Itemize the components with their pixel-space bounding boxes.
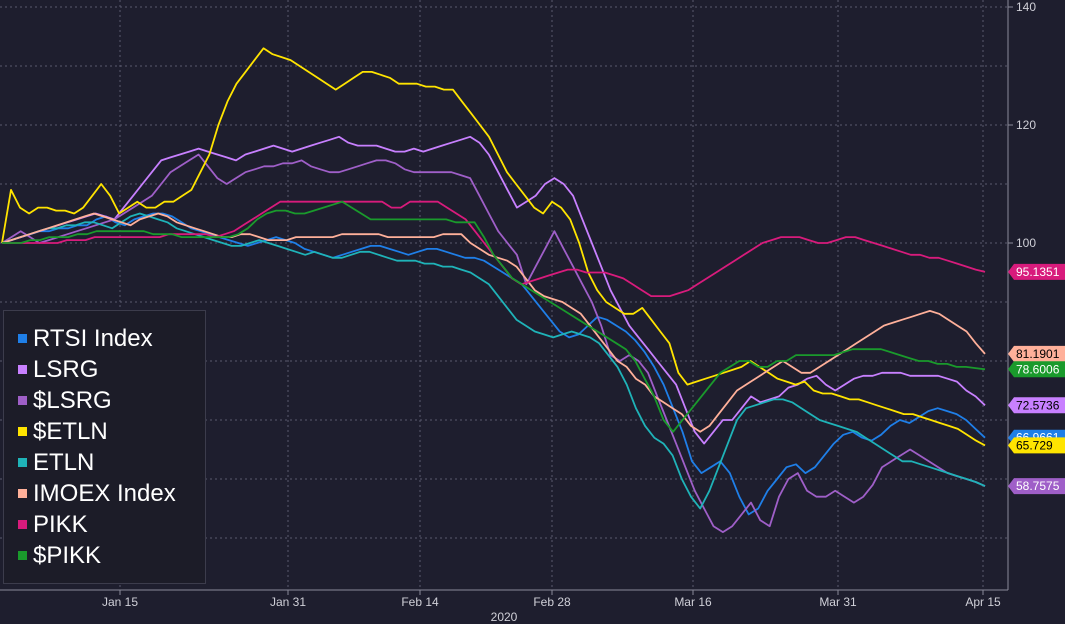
legend-swatch: [18, 334, 27, 343]
legend-swatch: [18, 427, 27, 436]
series-layer: [1, 47, 986, 533]
series-line--etln: [1, 47, 986, 447]
legend-item: PIKK: [18, 509, 205, 540]
legend: RTSI Index LSRG $LSRG $ETLN ETLN IMOEX Index P…: [3, 310, 206, 584]
end-value-tag-bg: [1008, 437, 1065, 454]
x-tick-label: Jan 31: [270, 595, 306, 609]
end-value-tag-bg: [1008, 397, 1065, 414]
legend-item: $LSRG: [18, 385, 205, 416]
legend-item: ETLN: [18, 447, 205, 478]
legend-swatch: [18, 551, 27, 560]
end-value-tag: 81.1901: [1008, 345, 1065, 362]
end-value-label: 78.6006: [1016, 362, 1060, 376]
x-axis-label: 2020: [491, 610, 518, 624]
legend-label: ETLN: [33, 449, 95, 476]
axis-layer: 140 120 100 Jan 15 Jan 31 Feb 14 Feb 28 Mar 16 M…: [0, 0, 1036, 624]
legend-swatch: [18, 458, 27, 467]
legend-item: RTSI Index: [18, 323, 205, 354]
legend-swatch: [18, 396, 27, 405]
series-line-etln: [1, 212, 986, 510]
legend-label: $PIKK: [33, 542, 102, 569]
legend-label: PIKK: [33, 511, 88, 538]
end-value-label: 58.7575: [1016, 479, 1060, 493]
x-tick-label: Jan 15: [102, 595, 138, 609]
x-tick-label: Mar 31: [819, 595, 857, 609]
legend-swatch: [18, 365, 27, 374]
series-line-lsrg: [1, 135, 986, 445]
legend-label: RTSI Index: [33, 325, 153, 352]
end-value-label: 81.1901: [1016, 347, 1060, 361]
end-value-tag: 95.1351: [1008, 263, 1065, 280]
x-tick-label: Apr 15: [965, 595, 1001, 609]
end-value-tag: 78.6006: [1008, 361, 1065, 378]
series-line--pikk: [2, 200, 986, 433]
x-tick-label: Mar 16: [674, 595, 712, 609]
x-tick-label: Feb 14: [401, 595, 439, 609]
y-tick-label: 100: [1016, 236, 1036, 250]
legend-label: $ETLN: [33, 418, 108, 445]
legend-label: IMOEX Index: [33, 480, 176, 507]
x-tick-label: Feb 28: [533, 595, 571, 609]
end-value-tag-bg: [1008, 345, 1065, 362]
end-value-label: 65.729: [1016, 438, 1053, 452]
legend-label: LSRG: [33, 356, 99, 383]
y-tick-label: 120: [1016, 118, 1036, 132]
end-label-layer: 66.966172.573658.757565.72981.190195.135…: [1008, 263, 1065, 495]
legend-label: $LSRG: [33, 387, 112, 414]
end-value-label: 95.1351: [1016, 265, 1060, 279]
series-line-imoex-index: [1, 212, 986, 433]
end-value-tag: 65.729: [1008, 437, 1065, 454]
end-value-tag-bg: [1008, 478, 1065, 495]
legend-item: $ETLN: [18, 416, 205, 447]
end-value-tag: 72.5736: [1008, 397, 1065, 414]
series-line-rtsi-index: [1, 212, 986, 516]
legend-swatch: [18, 520, 27, 529]
end-value-tag-bg: [1008, 361, 1065, 378]
y-tick-label: 140: [1016, 0, 1036, 14]
legend-item: IMOEX Index: [18, 478, 205, 509]
series-line--lsrg: [1, 153, 986, 533]
end-value-tag-bg: [1008, 263, 1065, 280]
end-value-tag: 58.7575: [1008, 478, 1065, 495]
legend-swatch: [18, 489, 27, 498]
end-value-label: 72.5736: [1016, 398, 1060, 412]
legend-item: $PIKK: [18, 540, 205, 571]
legend-item: LSRG: [18, 354, 205, 385]
